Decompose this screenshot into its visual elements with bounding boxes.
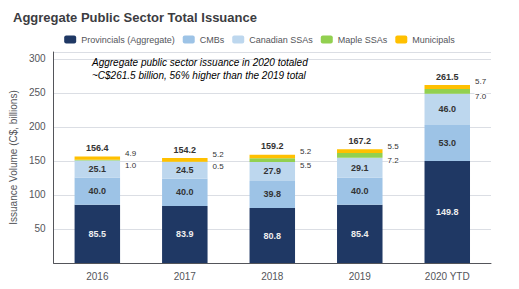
svg-text:2020 YTD: 2020 YTD: [425, 271, 470, 282]
svg-text:261.5: 261.5: [436, 72, 459, 82]
svg-text:Issuance Volume (C$, billions): Issuance Volume (C$, billions): [8, 90, 19, 225]
svg-text:5.5: 5.5: [300, 161, 312, 170]
svg-text:2016: 2016: [86, 271, 109, 282]
svg-text:300: 300: [29, 53, 46, 64]
svg-text:~C$261.5 billion, 56% higher t: ~C$261.5 billion, 56% higher than the 20…: [92, 70, 307, 81]
svg-text:53.0: 53.0: [438, 138, 456, 148]
svg-text:0.5: 0.5: [213, 162, 225, 171]
svg-text:Municipals: Municipals: [412, 35, 455, 45]
svg-text:85.4: 85.4: [351, 229, 369, 239]
svg-text:5.5: 5.5: [388, 142, 400, 151]
svg-text:2017: 2017: [174, 271, 197, 282]
svg-text:Provincials (Aggregate): Provincials (Aggregate): [81, 35, 175, 45]
svg-text:159.2: 159.2: [261, 141, 284, 151]
svg-text:100: 100: [29, 189, 46, 200]
svg-text:7.2: 7.2: [388, 156, 400, 165]
svg-text:Aggregate Public Sector Total: Aggregate Public Sector Total Issuance: [13, 10, 257, 25]
svg-text:150: 150: [29, 155, 46, 166]
svg-text:1.0: 1.0: [125, 161, 137, 170]
svg-text:24.5: 24.5: [176, 165, 194, 175]
svg-text:40.0: 40.0: [89, 186, 107, 196]
svg-text:149.8: 149.8: [436, 207, 459, 217]
svg-text:39.8: 39.8: [264, 189, 282, 199]
svg-text:156.4: 156.4: [86, 143, 109, 153]
svg-text:167.2: 167.2: [349, 136, 372, 146]
svg-text:Canadian SSAs: Canadian SSAs: [249, 35, 313, 45]
svg-text:200: 200: [29, 121, 46, 132]
svg-text:46.0: 46.0: [438, 104, 456, 114]
svg-text:40.0: 40.0: [351, 186, 369, 196]
svg-text:2019: 2019: [349, 271, 372, 282]
svg-text:5.7: 5.7: [475, 77, 487, 86]
svg-text:50: 50: [34, 223, 46, 234]
svg-text:250: 250: [29, 87, 46, 98]
svg-text:40.0: 40.0: [176, 187, 194, 197]
svg-text:29.1: 29.1: [351, 163, 369, 173]
svg-text:5.2: 5.2: [213, 150, 225, 159]
svg-text:154.2: 154.2: [174, 145, 197, 155]
svg-text:7.0: 7.0: [475, 92, 487, 101]
svg-text:Maple SSAs: Maple SSAs: [338, 35, 388, 45]
svg-text:85.5: 85.5: [89, 229, 107, 239]
svg-text:27.9: 27.9: [264, 166, 282, 176]
svg-text:25.1: 25.1: [89, 164, 107, 174]
svg-text:4.9: 4.9: [125, 149, 137, 158]
svg-text:2018: 2018: [261, 271, 284, 282]
svg-text:83.9: 83.9: [176, 229, 194, 239]
svg-text:80.8: 80.8: [264, 231, 282, 241]
svg-text:Aggregate public sector issuan: Aggregate public sector issuance in 2020…: [91, 57, 308, 68]
svg-text:CMBs: CMBs: [200, 35, 225, 45]
svg-text:5.2: 5.2: [300, 147, 312, 156]
